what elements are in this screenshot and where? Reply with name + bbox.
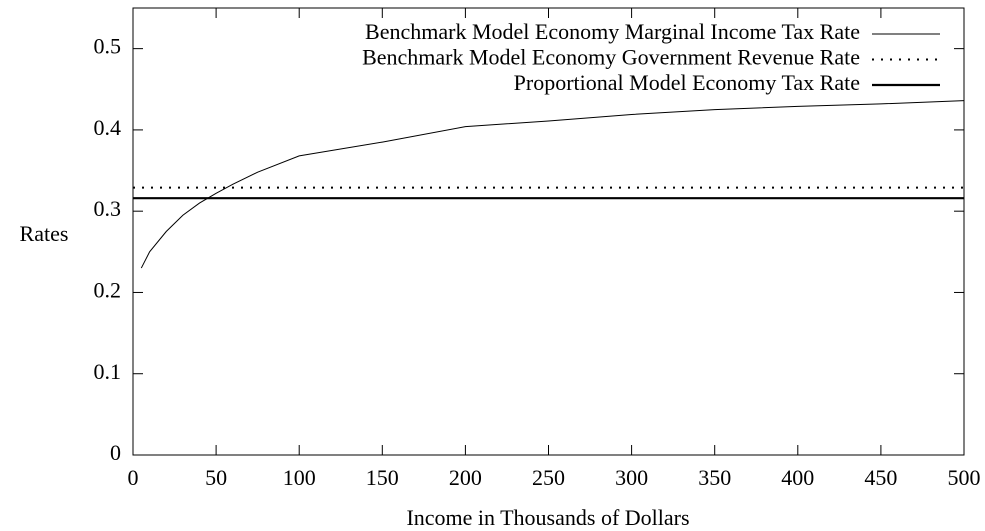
x-axis-label: Income in Thousands of Dollars — [406, 505, 689, 530]
x-tick-label: 300 — [615, 465, 648, 490]
x-tick-label: 0 — [128, 465, 139, 490]
y-tick-label: 0.1 — [94, 359, 122, 384]
series-line — [140, 100, 965, 269]
y-tick-label: 0.2 — [94, 278, 122, 303]
x-tick-label: 250 — [532, 465, 565, 490]
x-tick-label: 400 — [781, 465, 814, 490]
x-tick-label: 150 — [366, 465, 399, 490]
y-axis-label: Rates — [20, 221, 69, 246]
x-tick-label: 200 — [449, 465, 482, 490]
y-tick-label: 0.5 — [94, 34, 122, 59]
y-tick-label: 0.3 — [94, 196, 122, 221]
x-tick-label: 350 — [698, 465, 731, 490]
y-tick-label: 0 — [110, 440, 121, 465]
legend-label: Benchmark Model Economy Government Reven… — [362, 45, 860, 70]
x-tick-label: 500 — [948, 465, 981, 490]
legend-label: Proportional Model Economy Tax Rate — [514, 70, 860, 95]
x-tick-label: 100 — [283, 465, 316, 490]
x-tick-label: 50 — [205, 465, 227, 490]
legend-label: Benchmark Model Economy Marginal Income … — [365, 19, 860, 44]
y-tick-label: 0.4 — [94, 115, 122, 140]
x-tick-label: 450 — [864, 465, 897, 490]
